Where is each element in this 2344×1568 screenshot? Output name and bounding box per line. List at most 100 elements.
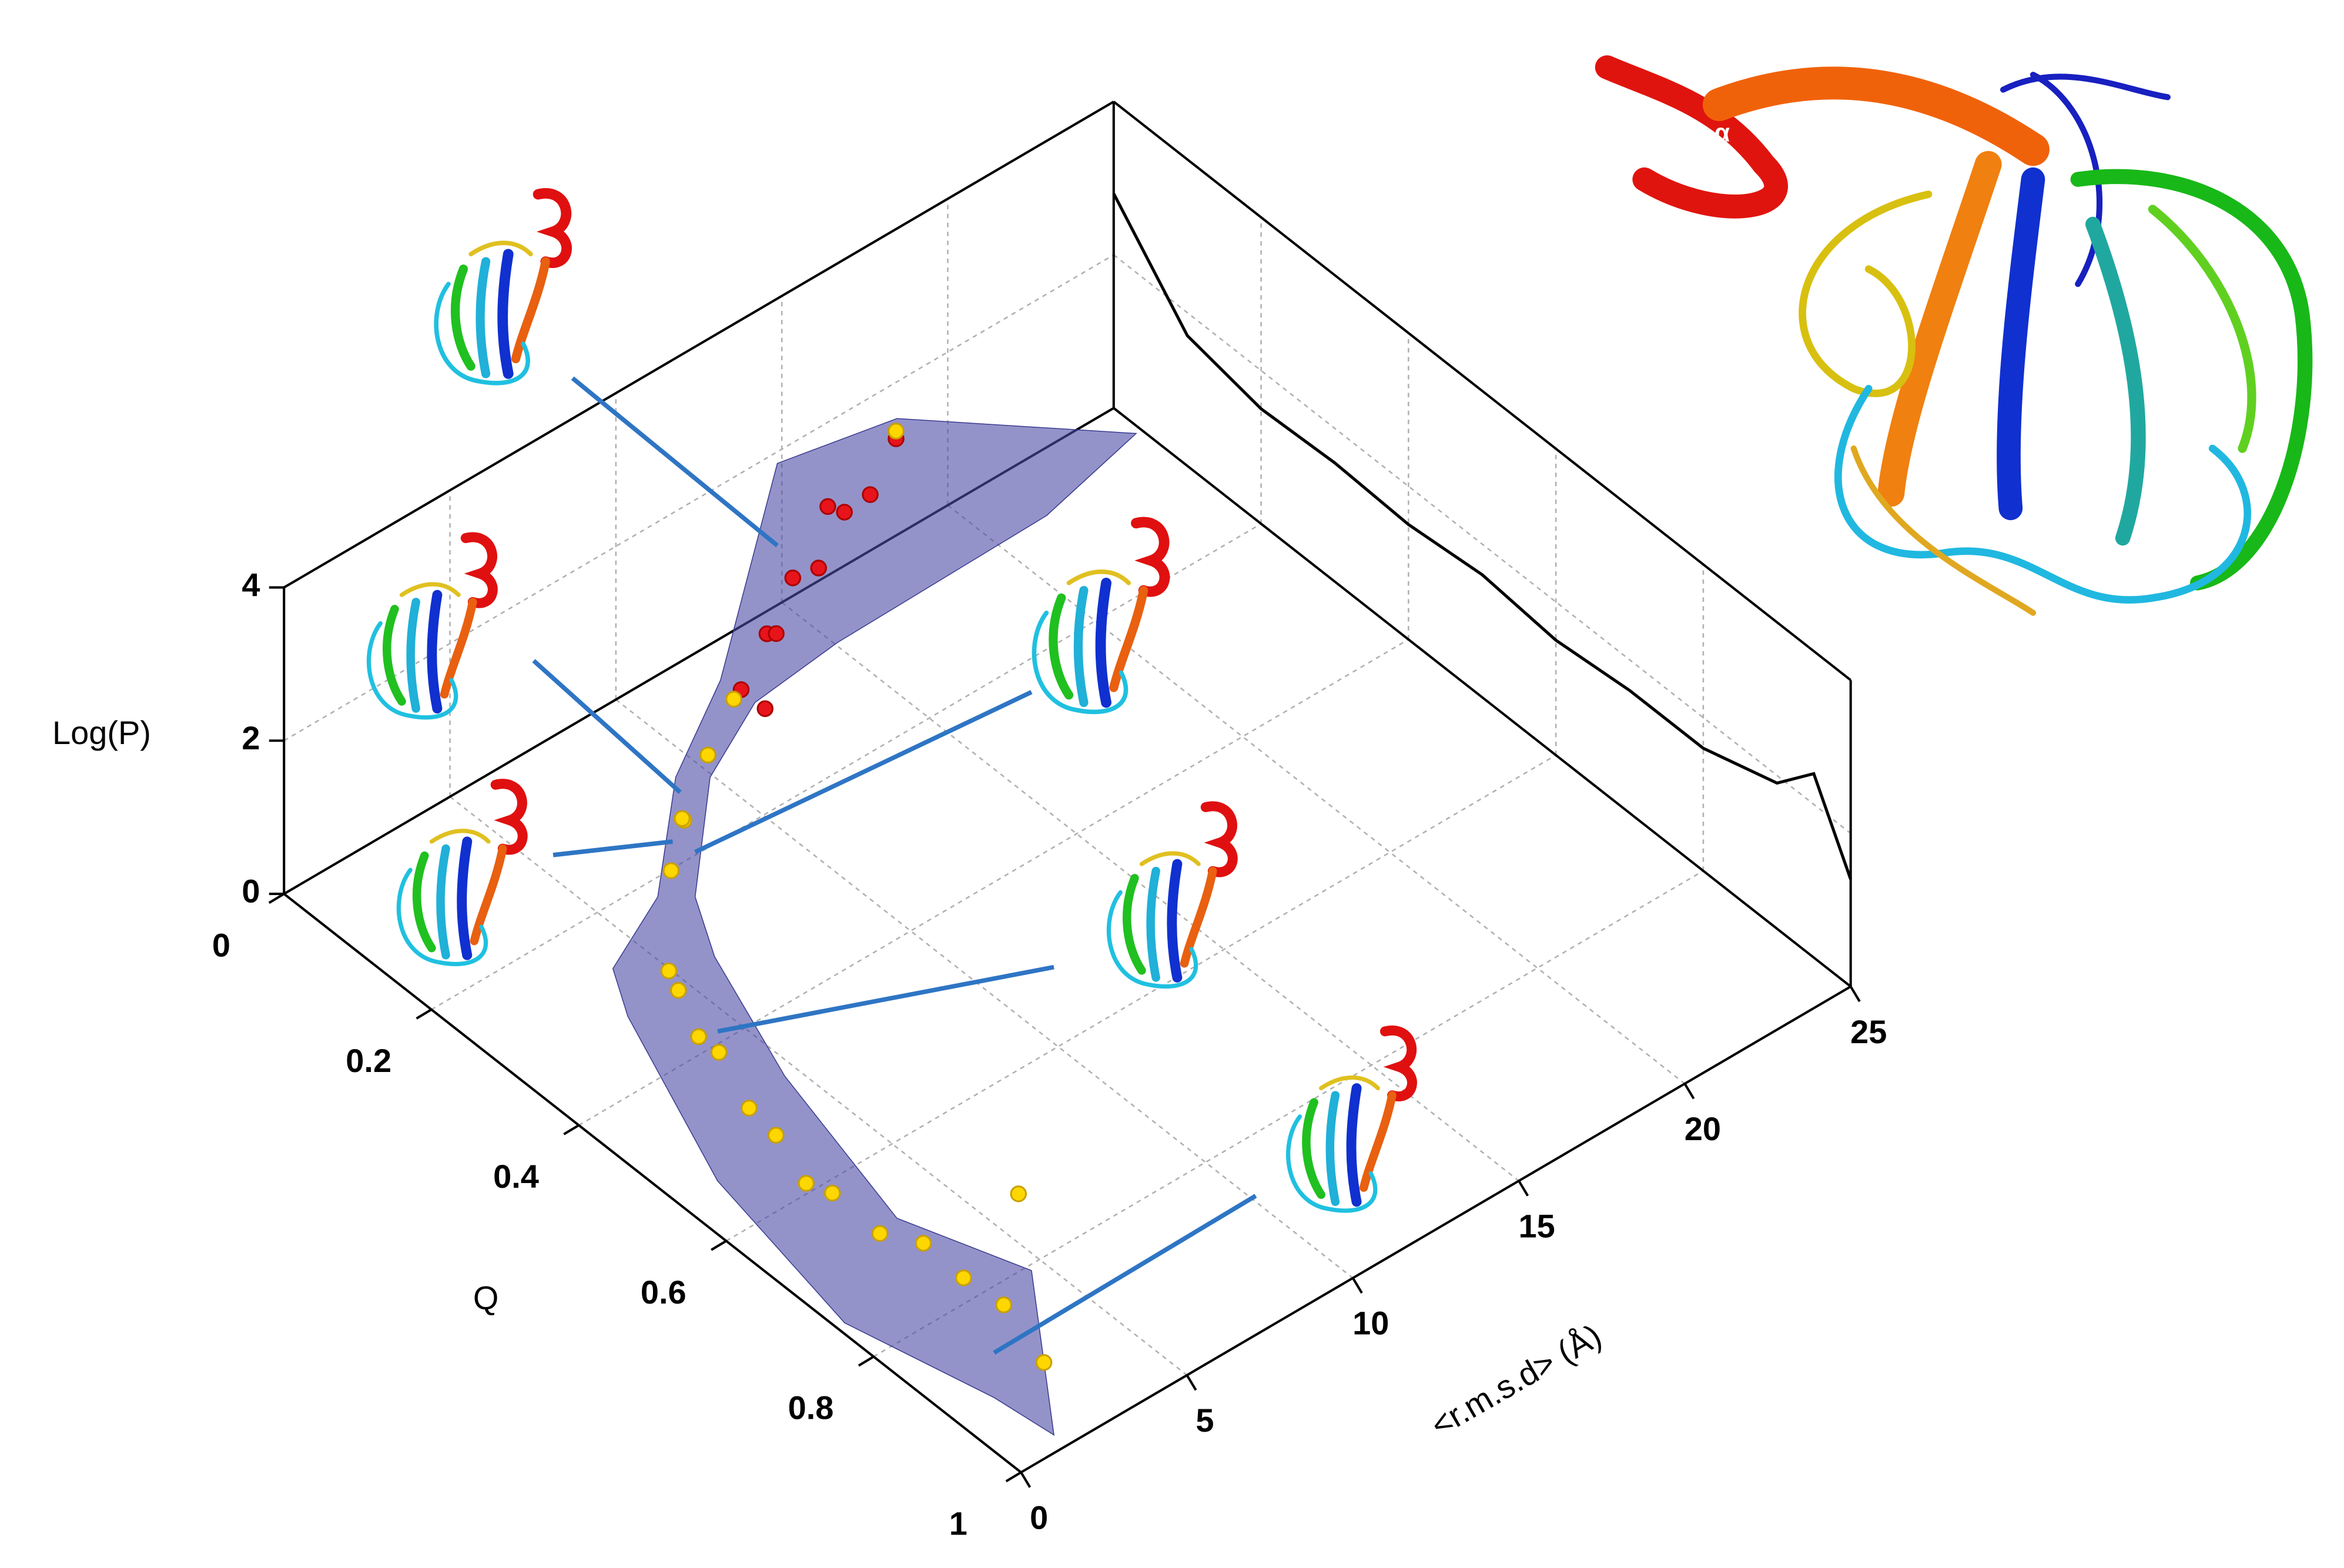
tick-mark xyxy=(1683,1083,1695,1100)
point xyxy=(662,862,679,879)
ribbon xyxy=(1066,569,1131,585)
ribbon xyxy=(468,240,533,257)
x-tick-label: 0.4 xyxy=(493,1158,539,1195)
ribbon xyxy=(1325,1091,1340,1207)
z-tick-label: 4 xyxy=(242,566,260,603)
ribbon xyxy=(457,836,473,960)
point xyxy=(955,1269,972,1286)
ribbon xyxy=(1073,586,1089,708)
connector xyxy=(717,964,1054,1034)
ribbon xyxy=(1379,1025,1417,1101)
ribbon xyxy=(1167,859,1183,983)
point xyxy=(823,1184,841,1202)
z-tick-label: 2 xyxy=(242,719,260,756)
point xyxy=(768,1127,785,1144)
point xyxy=(660,962,678,980)
connectors xyxy=(532,376,1257,1355)
ribbon xyxy=(1109,586,1148,692)
ribbon xyxy=(383,605,406,706)
ribbon xyxy=(476,257,491,378)
ribbon xyxy=(427,589,443,714)
ribbon xyxy=(511,257,550,364)
axis-line xyxy=(1020,985,1851,1473)
helix xyxy=(1595,55,1788,219)
point xyxy=(710,1044,728,1061)
y-tick-label: 0 xyxy=(1030,1499,1048,1536)
grid-line xyxy=(283,254,1114,742)
tick-mark xyxy=(563,1124,580,1135)
tick-mark xyxy=(1186,1374,1197,1391)
structure-snapshot xyxy=(1032,517,1170,715)
strand xyxy=(1702,66,2050,166)
annotation: α xyxy=(1715,119,1730,147)
ribbon xyxy=(1106,890,1198,989)
tick-mark xyxy=(1020,1472,1032,1488)
ribbon xyxy=(1346,1083,1362,1207)
grid-line xyxy=(578,638,1409,1126)
loop xyxy=(2000,72,2171,287)
y-tick-label: 15 xyxy=(1518,1207,1555,1244)
loop xyxy=(1834,384,2251,604)
structure-snapshot xyxy=(396,779,528,966)
point xyxy=(669,981,687,999)
tick-mark xyxy=(416,1009,433,1020)
point xyxy=(810,559,827,577)
tick-mark xyxy=(858,1355,875,1367)
grid-line xyxy=(947,504,1686,1084)
ribbon xyxy=(1180,866,1217,968)
grid-line xyxy=(873,870,1704,1358)
ribbon xyxy=(434,282,530,386)
loop xyxy=(2148,205,2256,453)
ribbon xyxy=(440,598,477,699)
ribbon xyxy=(470,844,507,946)
point xyxy=(690,1028,707,1046)
connector xyxy=(571,376,779,548)
ribbon xyxy=(429,829,491,844)
z-tick-label: 0 xyxy=(242,873,260,910)
ribbon xyxy=(1286,1114,1378,1213)
ribbon xyxy=(1139,851,1201,866)
ribbon xyxy=(396,867,488,966)
grid-line xyxy=(725,754,1556,1242)
x-tick-label: 1 xyxy=(949,1505,967,1542)
grid-line xyxy=(449,796,1188,1376)
ribbon xyxy=(1049,593,1074,700)
structure-snapshots xyxy=(366,188,1417,1213)
point xyxy=(674,810,691,827)
y-tick-label: 25 xyxy=(1850,1013,1887,1050)
point xyxy=(725,691,742,708)
ribbon xyxy=(1359,1091,1397,1192)
grid-line xyxy=(1113,254,1851,834)
x-tick-label: 0.6 xyxy=(641,1274,687,1311)
ribbon xyxy=(399,582,461,597)
point xyxy=(995,1296,1012,1314)
axis-line xyxy=(283,100,1114,589)
point xyxy=(741,1100,758,1117)
z-axis-label: Log(P) xyxy=(52,714,151,751)
tick-mark xyxy=(1005,1471,1022,1483)
connector xyxy=(694,690,1033,855)
strand xyxy=(2085,216,2146,546)
structure-snapshot xyxy=(434,188,572,386)
ribbon xyxy=(406,598,420,713)
ribbon xyxy=(1302,1098,1325,1200)
ribbon xyxy=(533,188,572,268)
tick-mark xyxy=(1518,1180,1529,1197)
point xyxy=(871,1225,889,1242)
ribbon xyxy=(497,249,514,379)
ribbon xyxy=(1123,873,1146,975)
point xyxy=(836,504,853,521)
axis-line xyxy=(283,893,1022,1473)
strand xyxy=(1997,167,2045,521)
loop xyxy=(1850,445,2037,616)
point xyxy=(1010,1185,1027,1202)
connector xyxy=(532,659,682,794)
structure-snapshot xyxy=(366,532,498,720)
grid-line xyxy=(615,699,1354,1279)
ribbon xyxy=(460,532,498,608)
y-axis-label: <r.m.s.d> (Å) xyxy=(1424,1316,1607,1443)
ribbon xyxy=(1200,801,1238,877)
axis-line xyxy=(1113,100,1851,681)
